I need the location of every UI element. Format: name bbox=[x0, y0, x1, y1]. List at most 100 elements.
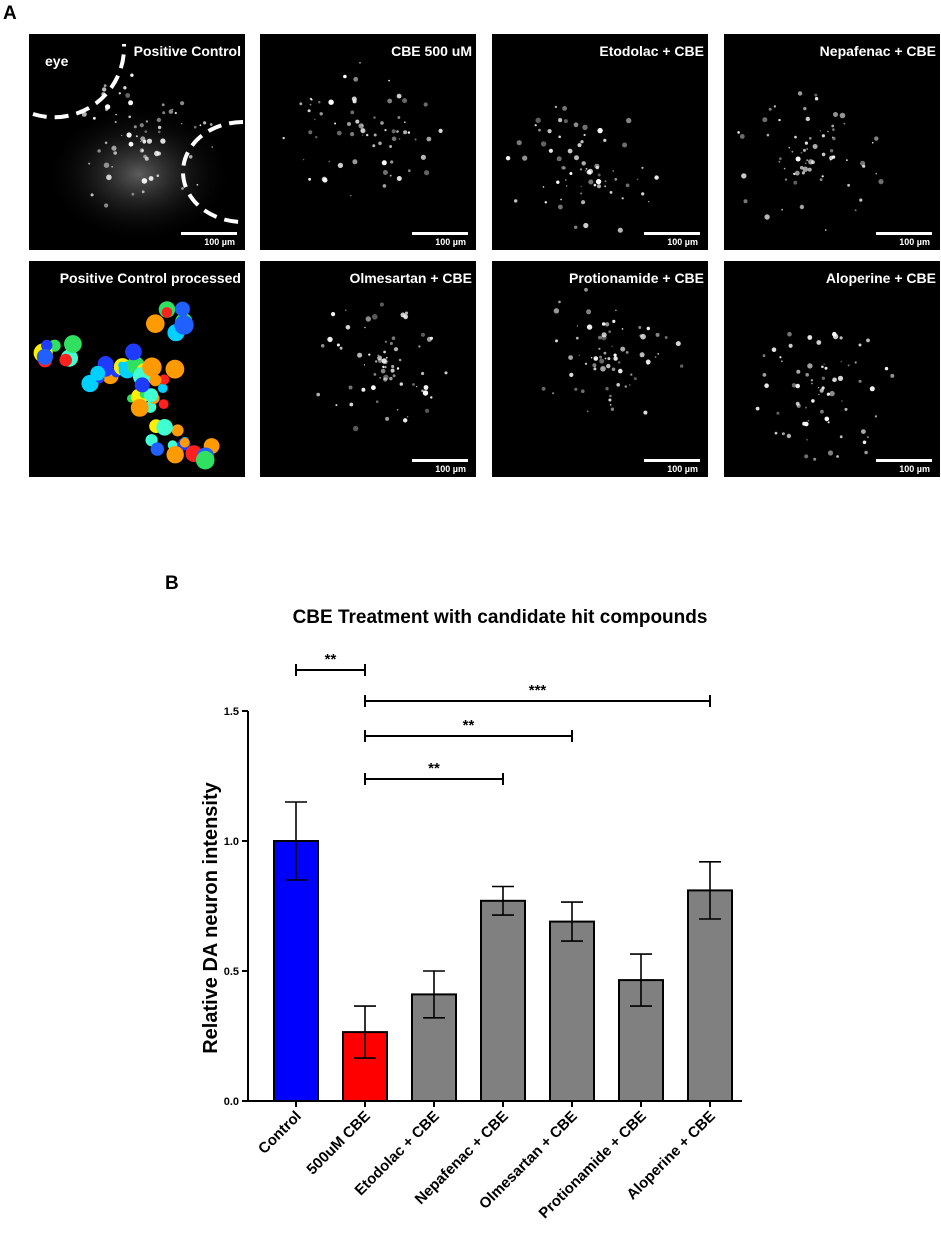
speckle bbox=[406, 416, 409, 418]
y-tick-label: 1.0 bbox=[224, 836, 239, 848]
speckle bbox=[818, 393, 820, 396]
speckle bbox=[771, 347, 777, 352]
speckle bbox=[610, 407, 615, 411]
bar bbox=[618, 979, 664, 1103]
speckle bbox=[800, 151, 803, 154]
speckle bbox=[814, 93, 818, 97]
segment-blob bbox=[161, 307, 173, 318]
speckle bbox=[762, 373, 767, 377]
speckle bbox=[616, 383, 620, 387]
speckle bbox=[809, 137, 812, 140]
speckle bbox=[125, 93, 131, 98]
speckle bbox=[328, 99, 334, 105]
speckle bbox=[626, 117, 632, 124]
speckle bbox=[831, 124, 835, 128]
speckle bbox=[553, 308, 560, 314]
speckle bbox=[542, 186, 545, 188]
speckle bbox=[821, 134, 825, 138]
speckle bbox=[141, 178, 148, 184]
speckle bbox=[832, 128, 835, 131]
speckle bbox=[103, 162, 110, 168]
speckle bbox=[377, 354, 379, 356]
speckle bbox=[360, 128, 366, 134]
speckle bbox=[373, 373, 377, 376]
speckle bbox=[522, 155, 528, 161]
segment-blob bbox=[142, 357, 162, 377]
speckle bbox=[807, 363, 813, 369]
speckle bbox=[820, 409, 824, 414]
speckle bbox=[387, 98, 393, 104]
speckle bbox=[787, 331, 792, 337]
speckle bbox=[211, 146, 213, 148]
speckle bbox=[821, 386, 825, 390]
speckle bbox=[604, 180, 607, 183]
speckle bbox=[372, 144, 376, 148]
speckle bbox=[680, 364, 684, 368]
speckle bbox=[625, 183, 630, 188]
x-tick-label: Control bbox=[255, 1108, 305, 1158]
speckle bbox=[371, 385, 376, 391]
micrograph-positive-control: eye Positive Control 100 µm bbox=[29, 34, 245, 250]
speckle bbox=[826, 392, 830, 396]
speckle bbox=[781, 208, 783, 211]
speckle bbox=[580, 140, 584, 144]
speckle bbox=[827, 130, 829, 133]
speckle bbox=[574, 155, 579, 161]
speckle bbox=[425, 408, 430, 413]
speckle bbox=[598, 335, 602, 340]
speckle bbox=[558, 135, 561, 139]
speckle bbox=[614, 177, 618, 181]
image-title: Protionamide + CBE bbox=[569, 270, 704, 286]
speckle bbox=[561, 165, 565, 170]
speckle bbox=[361, 124, 363, 127]
speckle bbox=[383, 378, 385, 380]
speckle bbox=[391, 129, 396, 134]
speckle bbox=[764, 214, 770, 220]
speckle bbox=[382, 365, 385, 368]
speckle bbox=[157, 151, 161, 156]
speckle bbox=[162, 111, 166, 115]
speckle bbox=[344, 309, 347, 312]
segment-blob bbox=[158, 383, 168, 393]
speckle bbox=[783, 167, 786, 170]
speckle bbox=[586, 309, 592, 315]
y-tick-label: 0.5 bbox=[224, 966, 239, 978]
speckle bbox=[350, 110, 355, 115]
speckle bbox=[569, 172, 573, 175]
speckle bbox=[803, 106, 807, 111]
speckle bbox=[824, 366, 828, 370]
speckle bbox=[586, 324, 593, 330]
speckle bbox=[874, 136, 879, 141]
speckle bbox=[403, 130, 408, 135]
speckle bbox=[578, 354, 580, 356]
speckle bbox=[807, 167, 812, 172]
speckle bbox=[133, 125, 137, 129]
speckle bbox=[839, 112, 846, 119]
speckle bbox=[737, 131, 740, 134]
speckle bbox=[381, 358, 387, 364]
speckle bbox=[361, 387, 366, 392]
speckle bbox=[156, 174, 160, 177]
speckle bbox=[380, 368, 386, 374]
speckle bbox=[618, 368, 623, 374]
speckle bbox=[514, 199, 518, 203]
speckle bbox=[368, 353, 371, 356]
speckle bbox=[604, 322, 610, 327]
speckle bbox=[361, 134, 364, 136]
speckle bbox=[608, 398, 612, 402]
speckle bbox=[420, 154, 426, 160]
speckle bbox=[384, 361, 388, 365]
speckle bbox=[675, 341, 681, 347]
speckle bbox=[836, 455, 839, 458]
segment-blob bbox=[125, 343, 142, 361]
speckle bbox=[372, 314, 378, 320]
speckle bbox=[102, 87, 107, 92]
speckle bbox=[803, 148, 806, 152]
speckle bbox=[444, 371, 448, 375]
speckle bbox=[837, 375, 844, 381]
speckle bbox=[874, 415, 877, 418]
speckle bbox=[793, 172, 796, 176]
speckle bbox=[352, 159, 358, 165]
speckle bbox=[316, 392, 320, 397]
speckle bbox=[813, 457, 817, 461]
